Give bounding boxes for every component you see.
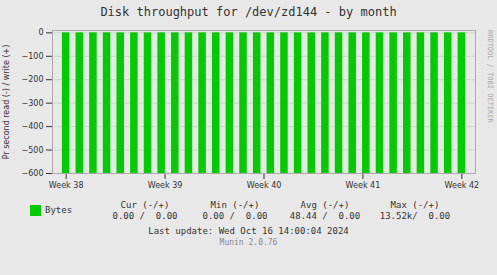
svg-text:Week 40: Week 40	[247, 181, 282, 190]
html-text:Avg (-/+): Avg (-/+)	[300, 199, 350, 210]
svg-text:−400: −400	[22, 122, 44, 131]
svg-text:0: 0	[38, 28, 43, 37]
svg-text:Week 42: Week 42	[445, 181, 480, 190]
svg-text:Week 41: Week 41	[346, 181, 381, 190]
html-text:0.00 / 0.00: 0.00 / 0.00	[202, 210, 268, 221]
svg-text:−100: −100	[22, 52, 44, 61]
svg-text:−200: −200	[22, 75, 44, 84]
html-text:Bytes: Bytes	[45, 205, 73, 215]
html-text:Max (-/+): Max (-/+)	[390, 199, 440, 210]
svg-text:−300: −300	[22, 99, 44, 108]
svg-text:Week 39: Week 39	[148, 181, 183, 190]
html-text:Cur (-/+): Cur (-/+)	[120, 199, 170, 210]
svg-text:Pr second read (-) / write (+): Pr second read (-) / write (+)	[2, 45, 11, 160]
html-text:0.00 / 0.00: 0.00 / 0.00	[112, 210, 178, 221]
svg-text:Week 38: Week 38	[49, 181, 84, 190]
html-text:Min (-/+): Min (-/+)	[210, 199, 260, 210]
svg-text:−600: −600	[22, 169, 44, 178]
html-text:13.52k/ 0.00: 13.52k/ 0.00	[379, 210, 451, 221]
html-text:RRDTOOL / TOBI OETIKER: RRDTOOL / TOBI OETIKER	[486, 30, 494, 123]
html-text:48.44 / 0.00: 48.44 / 0.00	[289, 210, 361, 221]
html-text:Munin 2.0.76: Munin 2.0.76	[219, 238, 278, 247]
svg-text:−500: −500	[22, 146, 44, 155]
html-text:Last update: Wed Oct 16 14:00:: Last update: Wed Oct 16 14:00:04 2024	[148, 226, 349, 236]
html-text:Disk throughput for /dev/zd144: Disk throughput for /dev/zd144 - by mont…	[100, 5, 397, 19]
